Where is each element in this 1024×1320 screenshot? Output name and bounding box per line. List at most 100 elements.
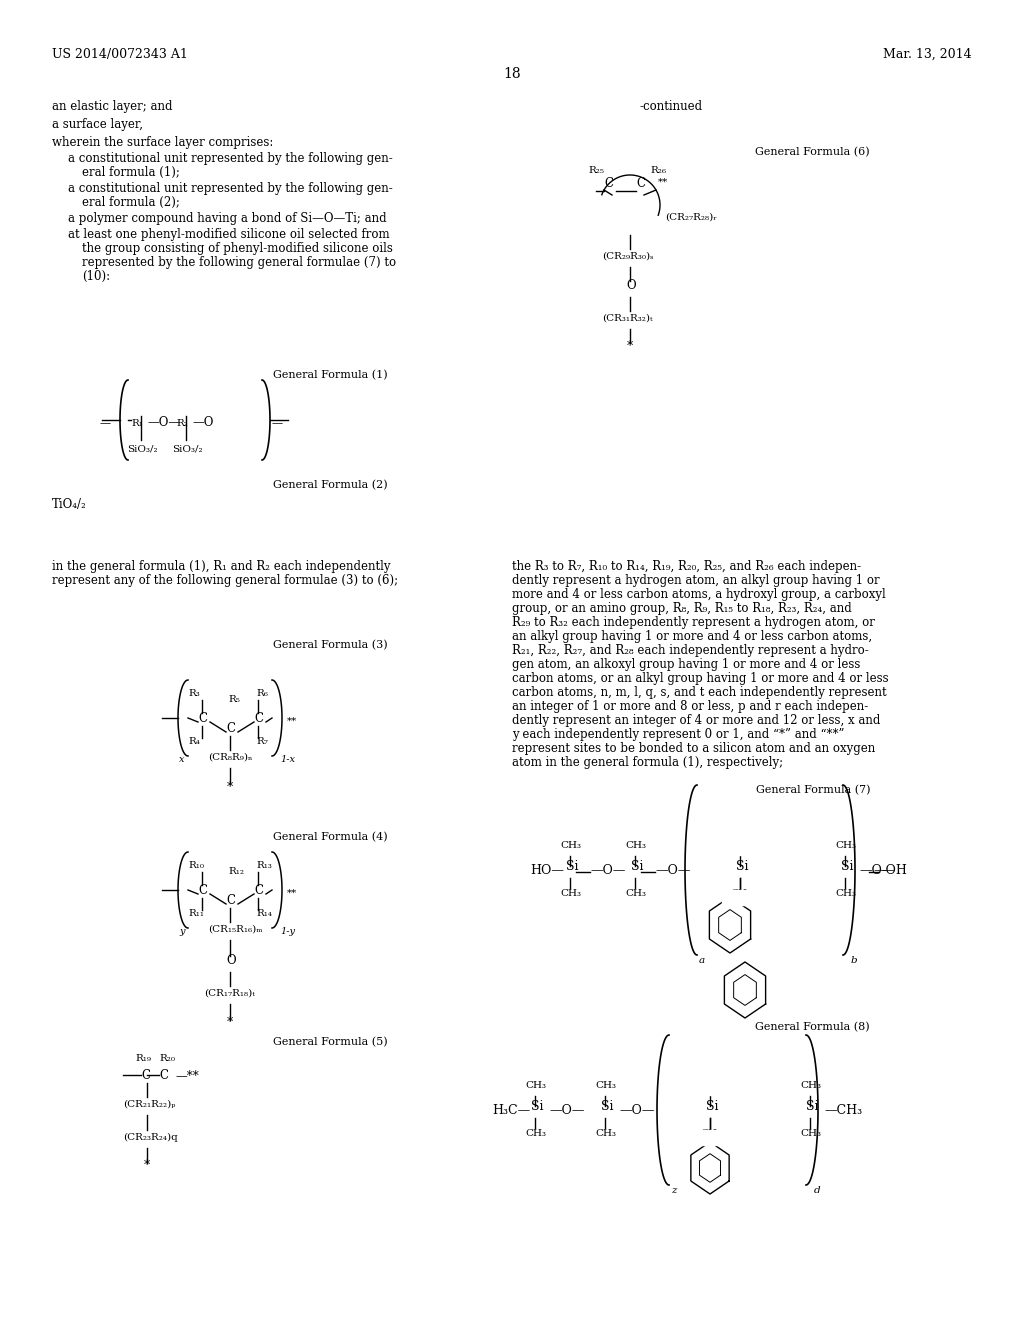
- Text: —**: —**: [175, 1069, 199, 1082]
- Text: R₂₆: R₂₆: [650, 166, 666, 176]
- Text: d: d: [814, 1185, 820, 1195]
- Text: CH₃: CH₃: [800, 1129, 821, 1138]
- Text: R₁₃: R₁₃: [256, 861, 272, 870]
- Text: CH₃: CH₃: [595, 1081, 616, 1090]
- Text: R₄: R₄: [188, 737, 200, 746]
- Text: General Formula (6): General Formula (6): [756, 147, 870, 157]
- Text: (CR₂₃R₂₄)q: (CR₂₃R₂₄)q: [123, 1133, 178, 1142]
- Text: C: C: [226, 722, 234, 735]
- Text: y: y: [179, 927, 184, 936]
- Text: CH₃: CH₃: [560, 841, 581, 850]
- Text: C: C: [636, 177, 645, 190]
- Text: CH₃: CH₃: [700, 1081, 721, 1090]
- Text: the R₃ to R₇, R₁₀ to R₁₄, R₁₉, R₂₀, R₂₅, and R₂₆ each indepen-: the R₃ to R₇, R₁₀ to R₁₄, R₁₉, R₂₀, R₂₅,…: [512, 560, 861, 573]
- Text: General Formula (1): General Formula (1): [273, 370, 388, 380]
- Text: R₁₁: R₁₁: [188, 909, 204, 917]
- Text: CH₃: CH₃: [625, 888, 646, 898]
- Text: a surface layer,: a surface layer,: [52, 117, 143, 131]
- Text: C: C: [159, 1069, 168, 1082]
- Text: dently represent a hydrogen atom, an alkyl group having 1 or: dently represent a hydrogen atom, an alk…: [512, 574, 880, 587]
- Text: CH₃: CH₃: [625, 841, 646, 850]
- Text: Mar. 13, 2014: Mar. 13, 2014: [884, 48, 972, 61]
- Text: General Formula (2): General Formula (2): [273, 479, 388, 490]
- Text: the group consisting of phenyl-modified silicone oils: the group consisting of phenyl-modified …: [82, 242, 393, 255]
- Text: C: C: [604, 177, 613, 190]
- Text: at least one phenyl-modified silicone oil selected from: at least one phenyl-modified silicone oi…: [68, 228, 389, 242]
- Text: HO—: HO—: [530, 865, 564, 876]
- Text: (CR₂₉R₃₀)ₛ: (CR₂₉R₃₀)ₛ: [602, 252, 653, 261]
- Text: an elastic layer; and: an elastic layer; and: [52, 100, 172, 114]
- Text: C: C: [198, 884, 207, 898]
- Text: C: C: [198, 711, 207, 725]
- Text: **: **: [287, 888, 297, 898]
- Text: CH₃: CH₃: [525, 1129, 546, 1138]
- Text: General Formula (8): General Formula (8): [756, 1022, 870, 1032]
- Text: —O: —O: [193, 416, 213, 429]
- Text: SiO₃/₂: SiO₃/₂: [172, 445, 203, 454]
- Text: Si: Si: [841, 861, 853, 873]
- Text: **: **: [287, 717, 297, 726]
- Text: SiO₃/₂: SiO₃/₂: [127, 445, 158, 454]
- Text: *: *: [144, 1159, 151, 1172]
- Text: CH₃: CH₃: [700, 1129, 721, 1138]
- Text: O: O: [226, 954, 236, 968]
- Text: y each independently represent 0 or 1, and “*” and “**”: y each independently represent 0 or 1, a…: [512, 729, 845, 741]
- Text: R₇: R₇: [256, 737, 268, 746]
- Text: General Formula (3): General Formula (3): [273, 640, 388, 649]
- Text: a constitutional unit represented by the following gen-: a constitutional unit represented by the…: [68, 152, 393, 165]
- Text: R₂₅: R₂₅: [588, 166, 604, 176]
- Text: CH₃: CH₃: [800, 1081, 821, 1090]
- Text: wherein the surface layer comprises:: wherein the surface layer comprises:: [52, 136, 273, 149]
- Text: group, or an amino group, R₈, R₉, R₁₅ to R₁₈, R₂₃, R₂₄, and: group, or an amino group, R₈, R₉, R₁₅ to…: [512, 602, 852, 615]
- Text: gen atom, an alkoxyl group having 1 or more and 4 or less: gen atom, an alkoxyl group having 1 or m…: [512, 657, 860, 671]
- Text: —OH: —OH: [873, 865, 907, 876]
- Text: —: —: [272, 418, 283, 428]
- Text: eral formula (1);: eral formula (1);: [82, 166, 180, 180]
- Text: Si: Si: [736, 861, 749, 873]
- Text: —CH₃: —CH₃: [824, 1104, 862, 1117]
- Text: CH₃: CH₃: [730, 888, 751, 898]
- Text: a: a: [699, 956, 706, 965]
- Text: Si: Si: [806, 1100, 818, 1113]
- Text: H₃C—: H₃C—: [492, 1104, 530, 1117]
- Text: an alkyl group having 1 or more and 4 or less carbon atoms,: an alkyl group having 1 or more and 4 or…: [512, 630, 872, 643]
- Text: R₂₀: R₂₀: [159, 1053, 175, 1063]
- Text: in the general formula (1), R₁ and R₂ each independently: in the general formula (1), R₁ and R₂ ea…: [52, 560, 390, 573]
- Text: R₂: R₂: [176, 418, 187, 428]
- Text: R₅: R₅: [228, 696, 240, 704]
- Text: CH₃: CH₃: [560, 888, 581, 898]
- Text: 18: 18: [503, 67, 521, 81]
- Text: Si: Si: [631, 861, 643, 873]
- Text: —O—: —O—: [859, 865, 894, 876]
- Text: Si: Si: [706, 1100, 719, 1113]
- Text: C: C: [226, 894, 234, 907]
- Text: (CR₁₇R₁₈)ₜ: (CR₁₇R₁₈)ₜ: [204, 989, 255, 998]
- Text: —O—: —O—: [147, 416, 180, 429]
- Text: x: x: [179, 755, 184, 764]
- Text: —O—: —O—: [655, 865, 690, 876]
- Text: R₃: R₃: [188, 689, 200, 698]
- Text: TiO₄/₂: TiO₄/₂: [52, 498, 87, 511]
- Text: a constitutional unit represented by the following gen-: a constitutional unit represented by the…: [68, 182, 393, 195]
- Text: dently represent an integer of 4 or more and 12 or less, x and: dently represent an integer of 4 or more…: [512, 714, 881, 727]
- Text: C: C: [141, 1069, 150, 1082]
- Text: represented by the following general formulae (7) to: represented by the following general for…: [82, 256, 396, 269]
- Text: (CR₂₇R₂₈)ᵣ: (CR₂₇R₂₈)ᵣ: [665, 213, 717, 222]
- Text: (CR₁₅R₁₆)ₘ: (CR₁₅R₁₆)ₘ: [208, 925, 262, 935]
- Text: eral formula (2);: eral formula (2);: [82, 195, 180, 209]
- Text: carbon atoms, or an alkyl group having 1 or more and 4 or less: carbon atoms, or an alkyl group having 1…: [512, 672, 889, 685]
- Text: General Formula (4): General Formula (4): [273, 832, 388, 842]
- Text: CH₃: CH₃: [730, 841, 751, 850]
- Text: Si: Si: [601, 1100, 613, 1113]
- Text: R₂₉ to R₃₂ each independently represent a hydrogen atom, or: R₂₉ to R₃₂ each independently represent …: [512, 616, 874, 630]
- Text: R₆: R₆: [256, 689, 268, 698]
- Text: R₁₉: R₁₉: [135, 1053, 151, 1063]
- Text: —: —: [100, 418, 112, 428]
- Text: z: z: [671, 1185, 677, 1195]
- Text: CH₃: CH₃: [525, 1081, 546, 1090]
- Text: carbon atoms, n, m, l, q, s, and t each independently represent: carbon atoms, n, m, l, q, s, and t each …: [512, 686, 887, 700]
- Text: (CR₃₁R₃₂)ₜ: (CR₃₁R₃₂)ₜ: [602, 314, 652, 323]
- Text: **: **: [658, 178, 669, 187]
- Text: US 2014/0072343 A1: US 2014/0072343 A1: [52, 48, 187, 61]
- Text: atom in the general formula (1), respectively;: atom in the general formula (1), respect…: [512, 756, 783, 770]
